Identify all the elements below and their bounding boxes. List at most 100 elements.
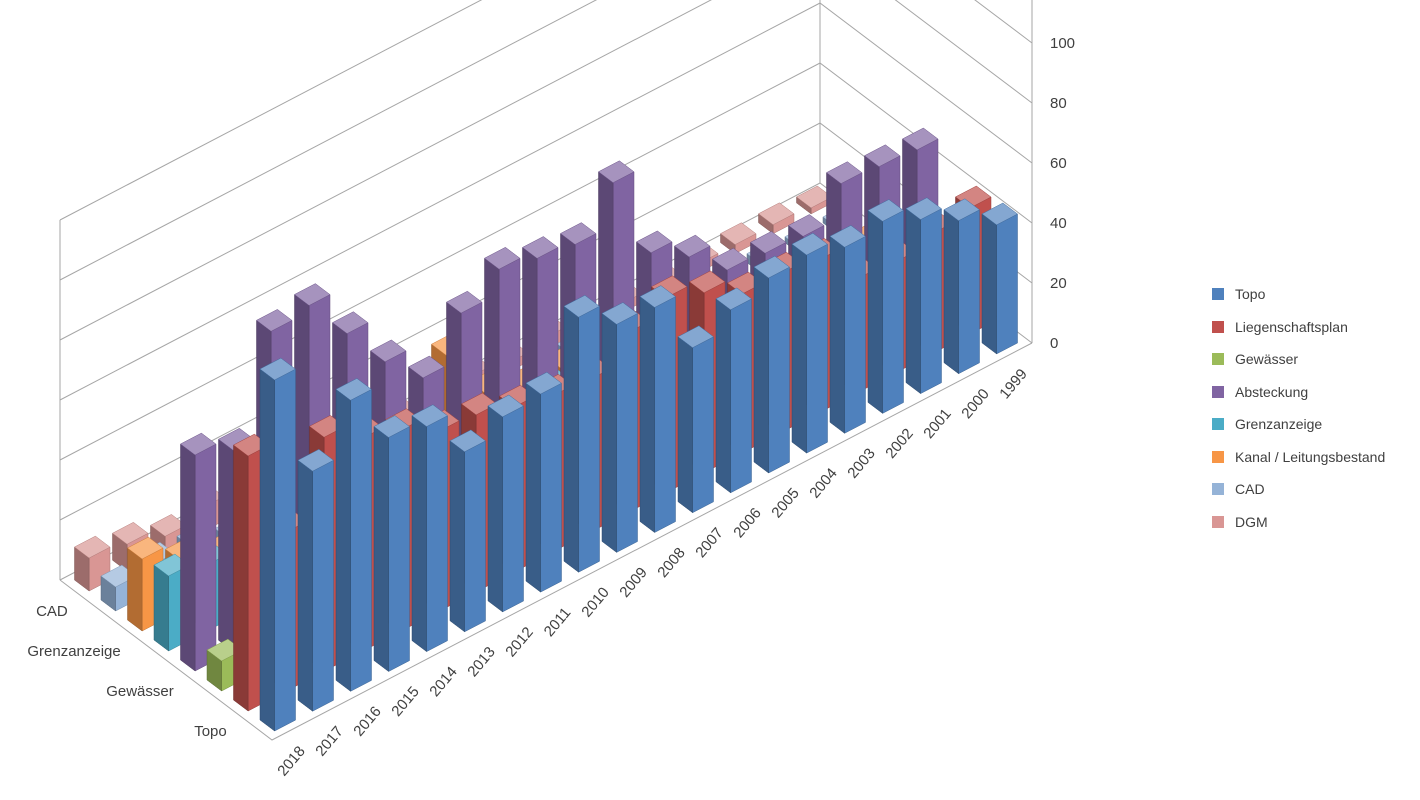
- bar-top-face: [373, 415, 410, 438]
- bar: [758, 202, 795, 235]
- legend-label: Kanal / Leitungsbestand: [1235, 448, 1386, 465]
- bar-side-face: [153, 564, 169, 652]
- legend-item: CAD: [1212, 473, 1385, 506]
- bar: [525, 371, 562, 593]
- legend-label: CAD: [1235, 481, 1265, 498]
- bar-front-face: [350, 388, 372, 692]
- bar: [796, 185, 833, 215]
- x-tick-label: 2006: [730, 505, 764, 541]
- bar-top-face: [74, 535, 111, 559]
- bar: [867, 199, 904, 414]
- bar-side-face: [715, 298, 731, 494]
- bar: [601, 302, 638, 553]
- x-tick-label: 2001: [920, 405, 954, 441]
- bar-top-face: [522, 236, 559, 259]
- bar-top-face: [150, 514, 187, 537]
- bar-top-face: [256, 309, 293, 332]
- bar-side-face: [829, 235, 845, 434]
- bar-top-face: [826, 161, 863, 184]
- bar: [373, 415, 410, 673]
- bar-top-face: [370, 339, 407, 363]
- legend-swatch: [1212, 320, 1224, 333]
- bar-top-face: [636, 230, 673, 254]
- bar-top-face: [180, 432, 217, 456]
- bar: [720, 222, 757, 255]
- bar: [715, 287, 752, 494]
- bar-top-face: [758, 202, 795, 225]
- bar-top-face: [689, 270, 726, 294]
- legend-item: Grenzanzeige: [1212, 408, 1385, 441]
- bar: [487, 394, 524, 613]
- legend-item: Gewässer: [1212, 343, 1385, 376]
- bar: [981, 202, 1018, 355]
- bar-front-face: [616, 313, 638, 553]
- legend-swatch: [1212, 483, 1224, 496]
- bar: [297, 449, 334, 712]
- bar-top-face: [674, 234, 711, 258]
- bar: [259, 357, 296, 732]
- bar: [449, 429, 486, 633]
- bar-top-face: [902, 127, 939, 151]
- x-tick-label: 2018: [274, 743, 308, 779]
- x-tick-label: 2012: [502, 624, 536, 660]
- bar: [639, 285, 676, 534]
- legend-label: DGM: [1235, 513, 1268, 530]
- bar-front-face: [464, 440, 486, 633]
- legend-label: Grenzanzeige: [1235, 416, 1323, 433]
- bar-side-face: [867, 209, 883, 414]
- x-tick-label: 1999: [996, 366, 1030, 402]
- bar-side-face: [259, 368, 275, 732]
- bar-top-face: [335, 378, 372, 401]
- bar-top-face: [788, 214, 825, 237]
- bar-top-face: [127, 536, 164, 560]
- bar: [411, 404, 448, 653]
- floor-edge: [59, 342, 1033, 741]
- bar-front-face: [692, 336, 714, 514]
- depth-axis-label: CAD: [36, 603, 68, 620]
- x-tick-label: 2014: [426, 664, 460, 700]
- bar-top-face: [487, 394, 524, 418]
- bar: [905, 197, 942, 395]
- bar-top-face: [750, 231, 787, 254]
- bar-top-face: [259, 357, 296, 381]
- x-tick-label: 2007: [692, 525, 726, 561]
- bar-top-face: [525, 371, 562, 395]
- bar-front-face: [426, 415, 448, 653]
- bar-side-face: [563, 305, 579, 573]
- bar-top-face: [753, 255, 790, 279]
- bar-top-face: [943, 198, 980, 221]
- x-tick-label: 2003: [844, 445, 878, 481]
- bar-side-face: [335, 388, 351, 692]
- bar-side-face: [411, 415, 427, 653]
- legend-item: Liegenschaftsplan: [1212, 311, 1385, 344]
- bar-front-face: [578, 305, 600, 573]
- bar-top-face: [715, 287, 752, 311]
- bar-top-face: [864, 144, 901, 167]
- x-tick-label: 2017: [312, 723, 346, 759]
- bar-front-face: [388, 426, 410, 672]
- bar-top-face: [829, 225, 866, 248]
- bar-top-face: [981, 202, 1018, 226]
- bar-side-face: [943, 209, 959, 375]
- x-tick-label: 2009: [616, 564, 650, 600]
- legend-item: DGM: [1212, 506, 1385, 539]
- x-tick-label: 2011: [541, 604, 575, 640]
- bar-side-face: [601, 312, 617, 553]
- bar-front-face: [194, 443, 217, 672]
- depth-axis-label: Gewässer: [106, 683, 174, 700]
- legend-label: Topo: [1235, 286, 1266, 303]
- bar-top-face: [332, 311, 369, 334]
- bar-top-face: [408, 355, 445, 379]
- bar-side-face: [487, 405, 503, 613]
- y-tick-label: 60: [1050, 155, 1067, 172]
- bar-top-face: [563, 295, 600, 318]
- bar-side-face: [981, 213, 997, 355]
- bar-top-face: [294, 283, 331, 306]
- bar-front-face: [996, 213, 1018, 355]
- y-tick-label: 0: [1050, 335, 1058, 352]
- bar-top-face: [446, 290, 483, 314]
- bar: [943, 198, 980, 375]
- bar-top-face: [796, 185, 833, 209]
- bar-front-face: [806, 243, 828, 454]
- legend-item: Topo: [1212, 278, 1385, 311]
